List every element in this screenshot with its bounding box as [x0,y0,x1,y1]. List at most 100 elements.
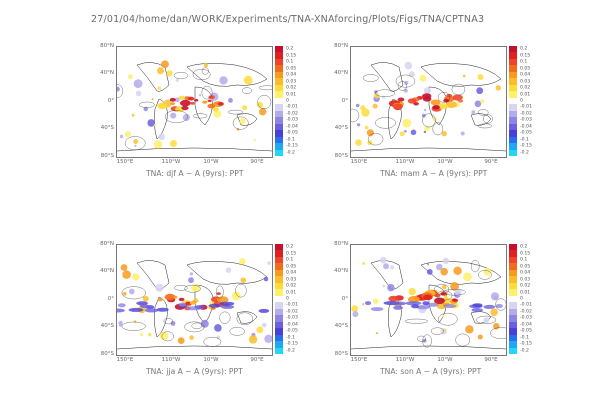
colorbar-label: -0.1 [286,335,295,341]
lat-label: 80°N [334,241,348,247]
colorbar-swatch [275,104,283,111]
colorbar-swatch [275,136,283,144]
colorbar-swatch [275,97,283,105]
colorbar-swatch [275,289,283,296]
colorbar-label: -0.04 [286,322,298,328]
colorbar-label: 0.03 [520,79,531,85]
colorbar-label: -0.02 [286,309,298,315]
colorbar-label: 0.03 [520,277,531,283]
colorbar-label: -0.05 [286,130,298,136]
lon-label: 150°E [116,159,134,165]
colorbar-label: 0.01 [286,290,297,296]
colorbar-label: -0.15 [286,143,298,149]
colorbar-swatch [509,328,517,335]
colorbar-label: -0.04 [520,124,532,130]
lat-label: 80°N [100,43,114,49]
colorbar-swatch [275,250,283,257]
colorbar-swatch [275,110,283,118]
colorbar-swatch [275,143,283,150]
colorbar-label: 0.02 [520,85,531,91]
colorbar-swatch [275,46,283,53]
colorbar-label: 0.05 [520,264,531,270]
colorbar-swatch [509,295,517,303]
colorbar-swatch [275,244,283,251]
colorbar-swatch [509,91,517,98]
colorbar-swatch [275,315,283,322]
panel-title: TNA: djf A − A (9yrs): PPT [146,169,244,178]
colorbar-swatch [509,52,517,59]
colorbar-swatch [275,123,283,131]
colorbar-swatch [275,52,283,59]
colorbar-swatch [275,58,283,66]
colorbar-label: -0.2 [520,348,529,354]
colorbar-swatch [509,130,517,137]
map-panel-jja: 80°N 40°N 0° 40°S 80°S 150°E 110°W 10°W 90°E TNA… [88,241,316,394]
colorbar-label: -0.05 [286,328,298,334]
colorbar-label: 0 [520,98,523,104]
colorbar-label: 0.02 [520,283,531,289]
colorbar-label: 0.01 [286,92,297,98]
colorbar-label: 0.04 [520,270,531,276]
lat-label: 40°N [100,70,114,76]
colorbar-label: 0.1 [520,257,528,263]
colorbar [275,46,283,156]
colorbar-swatch [275,263,283,270]
lat-label: 80°S [100,153,114,159]
colorbar-label: 0.02 [286,283,297,289]
colorbar-swatch [509,46,517,53]
map-panel-son: 80°N 40°N 0° 40°S 80°S 150°E 110°W 10°W 90°E TNA… [322,241,550,394]
lon-label: 10°W [437,159,453,165]
colorbar-swatch [509,136,517,144]
colorbar-label: -0.2 [286,348,295,354]
map-panel-djf: 80°N 40°N 0° 40°S 80°S 150°E 110°W 10°W 90°E TNA… [88,43,316,196]
colorbar-label: -0.01 [520,302,532,308]
panel-title: TNA: mam A − A (9yrs): PPT [380,169,488,178]
lat-label: 0° [341,296,348,302]
colorbar-label: 0.05 [286,264,297,270]
lat-label: 80°S [334,351,348,357]
colorbar-swatch [509,149,517,156]
lon-label: 90°E [250,159,264,165]
colorbar-label: -0.01 [286,302,298,308]
colorbar-swatch [275,65,283,72]
colorbar-swatch [509,308,517,316]
lat-label: 80°N [334,43,348,49]
colorbar-swatch [509,256,517,264]
colorbar-label: -0.02 [520,111,532,117]
colorbar-label: -0.03 [520,315,532,321]
lon-label: 110°W [161,357,181,363]
colorbar-swatch [509,110,517,118]
colorbar-label: 0.15 [286,53,297,59]
colorbar [509,46,517,156]
colorbar-label: -0.05 [520,130,532,136]
colorbar-label: 0 [286,296,289,302]
colorbar-label: 0.2 [286,46,294,52]
colorbar-label: -0.03 [286,117,298,123]
colorbar-label: -0.05 [520,328,532,334]
colorbar-swatch [509,71,517,79]
colorbar-swatch [509,269,517,277]
colorbar-label: -0.15 [520,143,532,149]
colorbar-swatch [275,130,283,137]
colorbar-swatch [275,308,283,316]
colorbar-label: -0.2 [520,150,529,156]
colorbar-swatch [275,302,283,309]
colorbar-label: -0.1 [520,137,529,143]
colorbar-label: -0.04 [520,322,532,328]
lon-label: 150°E [116,357,134,363]
colorbar-label: 0.1 [520,59,528,65]
colorbar-label: 0.04 [286,72,297,78]
colorbar-label: 0.04 [286,270,297,276]
colorbar-label: -0.2 [286,150,295,156]
colorbar-label: 0.15 [520,53,531,59]
colorbar-swatch [509,302,517,309]
lat-label: 40°N [334,268,348,274]
colorbar-swatch [509,276,517,283]
colorbar-swatch [275,117,283,124]
colorbar-label: 0.15 [520,251,531,257]
file-path-header: 27/01/04/home/dan/WORK/Experiments/TNA-X… [91,14,485,25]
lat-label: 80°N [100,241,114,247]
colorbar-swatch [509,347,517,354]
lon-label: 90°E [484,357,498,363]
lon-label: 90°E [484,159,498,165]
